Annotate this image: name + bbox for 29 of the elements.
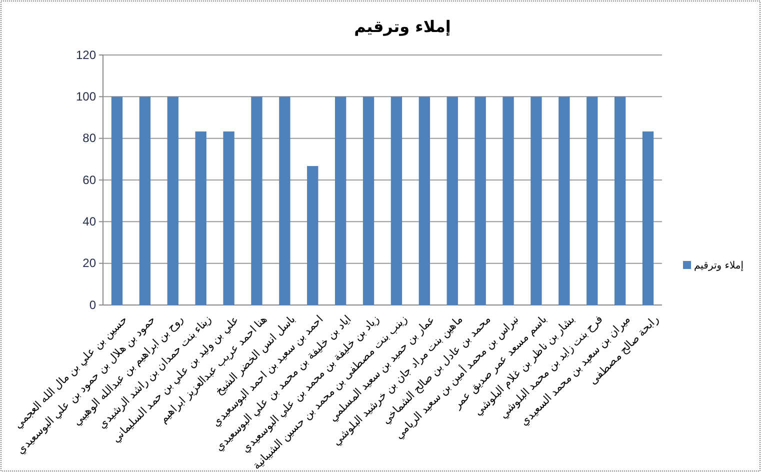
y-tick-label: 120 — [76, 48, 96, 62]
y-tick-label: 20 — [82, 256, 96, 270]
bar — [390, 96, 402, 305]
bar — [586, 96, 598, 305]
bar — [362, 96, 374, 305]
bar — [530, 96, 542, 305]
bar — [139, 96, 151, 305]
bar — [167, 96, 178, 305]
bar — [418, 96, 430, 305]
bar — [307, 166, 318, 305]
y-tick-label: 0 — [89, 298, 96, 312]
bar — [446, 96, 458, 305]
bar — [251, 96, 262, 305]
chart-title: إملاء وترقيم — [354, 17, 451, 36]
bar — [223, 131, 234, 305]
bar — [334, 96, 346, 305]
bar — [111, 96, 123, 305]
y-tick-label: 60 — [82, 172, 96, 187]
bar — [474, 96, 486, 305]
bar — [642, 131, 654, 305]
bar — [195, 131, 206, 305]
bar — [279, 96, 290, 305]
bar — [502, 96, 514, 305]
bar — [558, 96, 570, 305]
y-tick-label: 80 — [82, 131, 96, 146]
y-tick-label: 40 — [82, 214, 96, 229]
y-tick-label: 100 — [76, 90, 96, 104]
legend-label: إملاء وترقيم — [694, 260, 744, 272]
bar — [614, 96, 626, 305]
